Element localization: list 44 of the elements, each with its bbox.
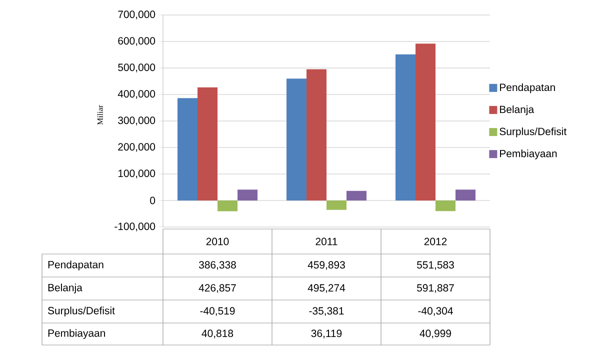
text: Pendapatan [48,260,104,270]
bar [456,190,476,200]
text: Pembiayaan [48,329,105,339]
bar [396,54,416,200]
y-tick-label: 500,000 [118,64,156,72]
data-label: -40,519 [200,307,235,316]
text: Belanja [48,284,82,294]
legend-label: Pembiayaan [500,150,557,160]
y-tick-label: 600,000 [118,37,156,46]
y-tick-label: -100,000 [114,222,156,232]
data-label: 551,583 [417,261,454,270]
text: Surplus/Defisit [48,306,115,316]
data-label: 591,887 [417,284,454,293]
data-label: 386,338 [198,261,236,270]
bar [436,200,456,212]
data-label: 40,999 [420,330,451,338]
y-tick-label: 400,000 [118,90,156,99]
bar [346,190,367,200]
x-tick-label: 2010 [206,238,229,246]
bar [198,87,218,200]
legend-label: Surplus/Defisit [500,127,567,138]
data-label: -35,381 [309,307,344,316]
bar [416,44,436,200]
legend-label: Belanja [500,105,534,116]
y-tick-label: 300,000 [118,116,156,126]
y-tick-label: 700,000 [118,10,156,20]
data-label: 426,857 [198,284,236,293]
bar [326,200,347,210]
bar [286,78,307,200]
x-tick-label: 2011 [316,238,338,246]
y-tick-label: 200,000 [118,143,156,152]
data-label: 495,274 [308,284,346,293]
bar [306,69,327,200]
data-label: 40,818 [202,330,234,338]
data-label: 459,893 [308,261,345,270]
bar [218,200,238,212]
data-label: 36,119 [311,330,342,338]
bar [238,190,258,200]
y-tick-label: 0 [150,196,156,204]
legend-label: Pendapatan [500,83,555,94]
x-tick-label: 2012 [424,238,447,246]
data-label: -40,304 [418,307,453,316]
y-tick-label: 100,000 [118,170,156,178]
bar [178,98,198,200]
